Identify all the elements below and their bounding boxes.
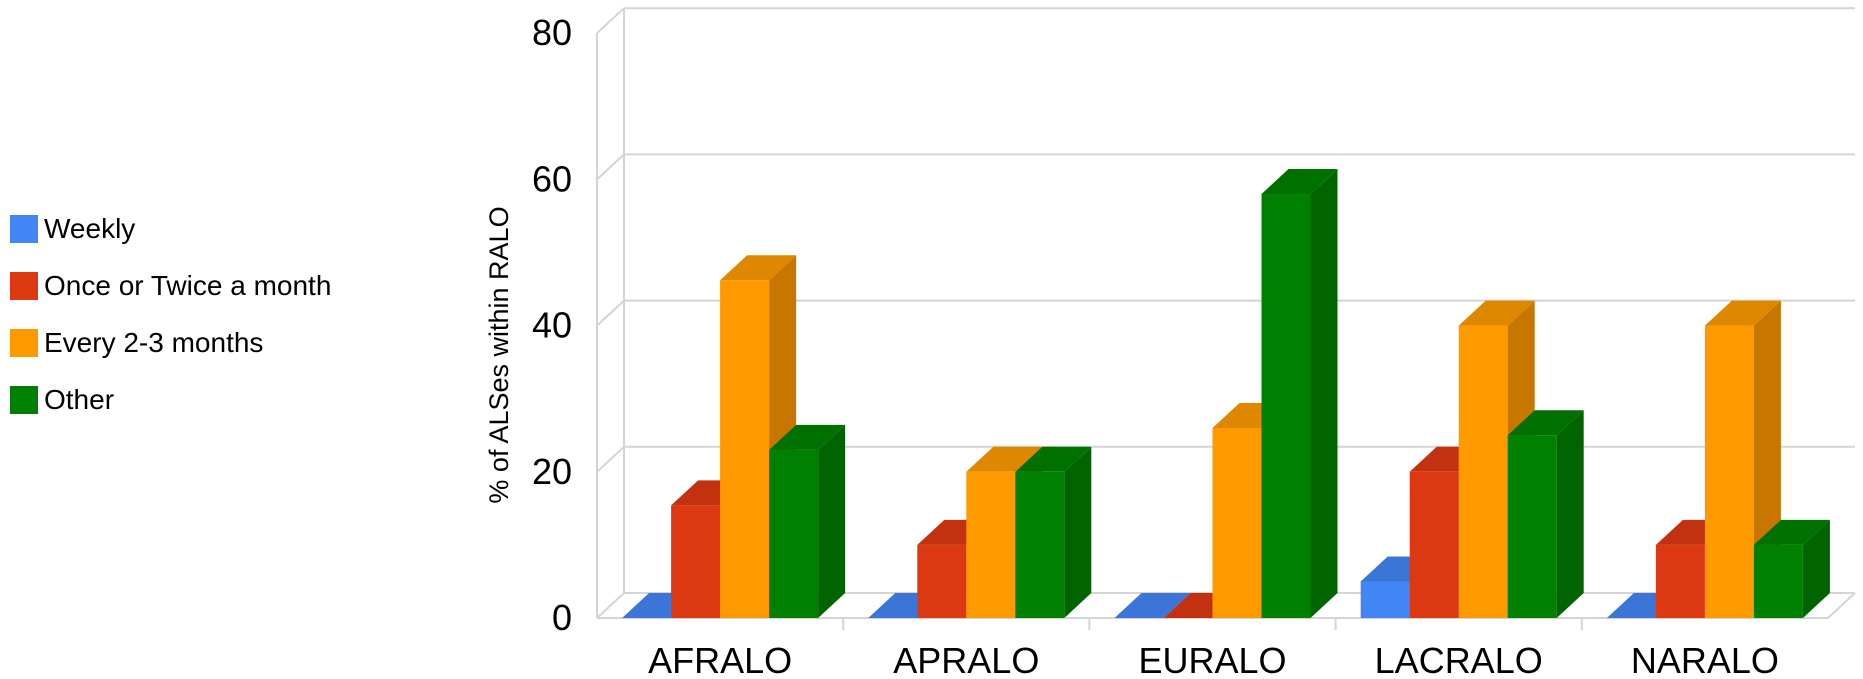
bar-euralo-weekly bbox=[1114, 593, 1191, 618]
bar-apralo-other bbox=[1015, 446, 1092, 618]
bar-top bbox=[1114, 593, 1191, 618]
x-tick-label: APRALO bbox=[893, 640, 1039, 679]
y-tick-label: 80 bbox=[532, 12, 572, 53]
bar-front bbox=[966, 471, 1016, 618]
bars-layer bbox=[622, 169, 1830, 618]
gridline-side bbox=[596, 446, 625, 473]
bar-front bbox=[1655, 544, 1705, 618]
bar-afralo-other bbox=[769, 424, 846, 618]
y-axis-label: % of ALSes within RALO bbox=[484, 206, 514, 503]
bar-top bbox=[769, 424, 846, 450]
bar-top bbox=[1753, 519, 1830, 545]
x-tick-labels: AFRALO APRALO EURALO LACRALO NARALO bbox=[648, 640, 1779, 679]
legend-item-every-2-3-months: Every 2-3 months bbox=[10, 314, 331, 371]
bar-top bbox=[1458, 300, 1535, 326]
bar-front bbox=[1360, 581, 1410, 618]
legend-item-weekly: Weekly bbox=[10, 200, 331, 257]
legend-swatch-every-2-3-months bbox=[10, 328, 38, 357]
legend-label-once-or-twice: Once or Twice a month bbox=[44, 269, 332, 301]
y-tick-label: 0 bbox=[552, 597, 572, 638]
x-tick-label: LACRALO bbox=[1375, 640, 1543, 679]
y-tick-label: 60 bbox=[532, 158, 572, 199]
gridline-side bbox=[596, 299, 625, 327]
bar-front bbox=[1409, 471, 1459, 618]
bar-front bbox=[1704, 325, 1754, 618]
legend-item-other: Other bbox=[10, 371, 331, 428]
chart-legend: Weekly Once or Twice a month Every 2-3 m… bbox=[10, 200, 331, 428]
bar-front bbox=[1212, 427, 1262, 618]
bar-front bbox=[1753, 544, 1803, 618]
bar-side bbox=[1310, 169, 1338, 618]
legend-item-once-or-twice: Once or Twice a month bbox=[10, 257, 331, 314]
bar-lacralo-other bbox=[1507, 410, 1584, 618]
legend-label-other: Other bbox=[44, 383, 115, 415]
legend-label-weekly: Weekly bbox=[44, 212, 136, 244]
x-tick-label: AFRALO bbox=[648, 640, 792, 679]
bar-front bbox=[1015, 471, 1065, 618]
legend-swatch-weekly bbox=[10, 214, 38, 243]
gridline-side bbox=[596, 592, 625, 619]
bar-side bbox=[1802, 519, 1830, 618]
bar-naralo-other bbox=[1753, 519, 1830, 618]
bar-front bbox=[1507, 435, 1557, 618]
bar-side bbox=[1556, 410, 1584, 618]
bar-euralo-other bbox=[1261, 169, 1338, 618]
floor-right-edge bbox=[1827, 592, 1856, 619]
bar-top bbox=[720, 255, 797, 281]
legend-swatch-other bbox=[10, 385, 38, 414]
bar-top bbox=[1704, 300, 1781, 326]
legend-swatch-once-or-twice bbox=[10, 271, 38, 300]
bar-front bbox=[769, 449, 819, 618]
bar-side bbox=[1064, 446, 1092, 618]
bar-top bbox=[1507, 410, 1584, 436]
y-tick-labels: 0 20 40 60 80 bbox=[532, 12, 572, 638]
bar-side bbox=[818, 424, 846, 618]
bar-top bbox=[1261, 169, 1338, 195]
bar-front bbox=[917, 544, 967, 618]
bar-front bbox=[1261, 194, 1311, 618]
gridline-side bbox=[596, 7, 625, 34]
x-tick-label: EURALO bbox=[1138, 640, 1286, 679]
y-tick-label: 20 bbox=[532, 451, 572, 492]
bar-front bbox=[720, 280, 770, 618]
bar-top bbox=[966, 446, 1043, 472]
bar-top bbox=[1015, 446, 1092, 472]
y-tick-label: 40 bbox=[532, 305, 572, 346]
bar-front bbox=[671, 505, 721, 618]
bar-front bbox=[1458, 325, 1508, 618]
x-tick-label: NARALO bbox=[1631, 640, 1779, 679]
legend-label-every-2-3-months: Every 2-3 months bbox=[44, 326, 264, 358]
gridline-side bbox=[596, 153, 625, 181]
